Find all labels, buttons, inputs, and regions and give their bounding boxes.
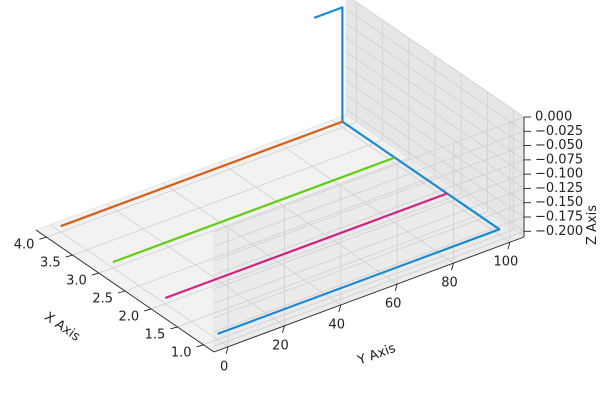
x-grid-line (151, 73, 462, 310)
x-grid-line (177, 91, 488, 328)
x-axis-label: X Axis (41, 310, 83, 345)
x-tick-label: 1.5 (145, 327, 166, 342)
x-tick-mark (39, 236, 47, 240)
x-tick-mark (170, 326, 178, 330)
y-tick-label: 100 (493, 255, 518, 270)
x-tick-label: 1.0 (171, 345, 192, 360)
z-tick-label: −0.150 (535, 195, 583, 210)
series-line-4 (60, 120, 343, 228)
y-tick-label: 80 (441, 276, 458, 291)
x-grid-line (98, 38, 410, 274)
y-tick-mark (282, 325, 285, 333)
z-tick-label: −0.125 (535, 181, 583, 196)
y-tick-mark (507, 242, 511, 250)
x-tick-label: 2.0 (118, 309, 139, 324)
z-tick-label: −0.050 (535, 138, 583, 153)
z-tick-label: −0.100 (535, 167, 583, 182)
y-tick-mark (394, 283, 398, 292)
series-lines (60, 6, 501, 335)
y-tick-label: 40 (329, 317, 346, 332)
x-tick-mark (144, 308, 152, 312)
y-axis-line (213, 236, 525, 353)
x-tick-mark (91, 272, 99, 276)
z-tick-label: −0.200 (535, 224, 583, 239)
y-tick-label: 0 (220, 359, 228, 374)
tick-labels: 1.01.52.02.53.03.54.00204060801000.000−0… (14, 110, 583, 375)
series-line-3 (112, 156, 396, 264)
x-tick-label: 3.0 (66, 274, 87, 289)
x-tick-label: 3.5 (40, 256, 61, 271)
y-tick-mark (338, 304, 342, 313)
z-tick-label: −0.175 (535, 210, 583, 225)
x-tick-mark (117, 290, 126, 294)
x-grid-line (72, 20, 384, 256)
z-tick-label: −0.075 (535, 152, 583, 167)
z-tick-label: −0.025 (535, 124, 583, 139)
x-tick-label: 4.0 (14, 238, 35, 253)
z-tick-label: 0.000 (535, 110, 572, 125)
y-axis-label: Y Axis (355, 341, 398, 369)
x-tick-mark (65, 254, 73, 258)
x-grid-line (46, 2, 357, 238)
y-tick-label: 20 (272, 338, 289, 353)
z-axis-label: Z Axis (585, 205, 600, 245)
y-tick-mark (451, 263, 454, 271)
grid-lines (46, 0, 525, 348)
x-tick-label: 2.5 (92, 292, 113, 307)
y-tick-mark (225, 346, 229, 354)
series-line-2 (164, 192, 448, 300)
x-tick-mark (196, 344, 204, 348)
y-tick-label: 60 (385, 297, 402, 312)
